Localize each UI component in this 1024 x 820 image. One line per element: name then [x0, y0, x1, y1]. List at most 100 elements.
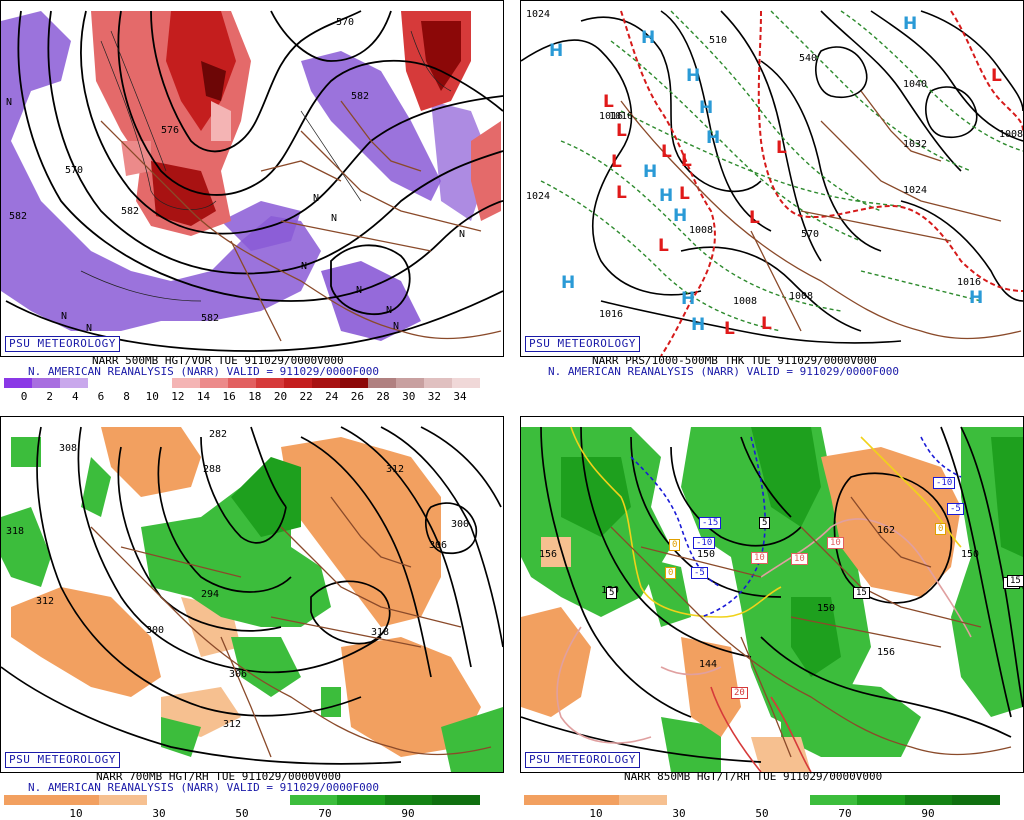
colorbar-tick-label: 70 — [838, 807, 852, 820]
contour-label: 308 — [59, 443, 77, 454]
colorbar-tick-label: 20 — [273, 390, 288, 403]
colorbar-tick-label: 50 — [755, 807, 769, 820]
colorbar-tick-label: 14 — [196, 390, 211, 403]
colorbar-swatch — [424, 378, 452, 388]
map-850mb-temp-rh: 156 150 162 150 156 144 150 144 150 -15-… — [520, 416, 1024, 773]
colorbar-tick-label: 22 — [299, 390, 313, 403]
colorbar-swatch — [432, 795, 480, 805]
isobar-label: 1032 — [903, 139, 927, 150]
colorbar-tick-label: 32 — [427, 390, 441, 403]
colorbar-tick-label: 90 — [401, 807, 415, 820]
colorbar-tick-label: 18 — [248, 390, 262, 403]
high-pressure-symbol: H — [706, 128, 720, 148]
isotherm-label: 10 — [791, 553, 808, 565]
colorbar-tick-label: 24 — [325, 390, 339, 403]
colorbar-tick-label: 90 — [921, 807, 935, 820]
panel-title: NARR 850MB HGT/T/RH TUE 911029/0000V000 — [624, 770, 883, 783]
colorbar-swatch — [524, 795, 572, 805]
colorbar-swatch — [32, 378, 60, 388]
contour-label: 300 — [146, 625, 164, 636]
low-pressure-symbol: L — [616, 121, 627, 141]
colorbar-tick-label: 12 — [171, 390, 185, 403]
low-pressure-symbol: L — [661, 142, 672, 162]
colorbar-swatch — [952, 795, 1000, 805]
map-pressure-thickness: H H H H H H H H H H H H H L L L L L L L — [520, 0, 1024, 357]
isobar-label: 1008 — [789, 291, 813, 302]
high-pressure-symbol: H — [561, 273, 575, 293]
contour-label: 312 — [36, 596, 54, 607]
low-pressure-symbol: L — [749, 208, 760, 228]
low-pressure-symbol: L — [724, 319, 735, 339]
colorbar-swatch — [857, 795, 905, 805]
isotherm-label: -5 — [691, 567, 708, 579]
panel-title: NARR PRS/1000-500MB THK TUE 911029/0000V… — [592, 354, 877, 367]
panel-subtitle: N. AMERICAN REANALYSIS (NARR) VALID = 91… — [28, 781, 379, 794]
contour-label: 306 — [229, 669, 247, 680]
rh-colorbar — [524, 795, 1000, 805]
high-pressure-symbol: H — [641, 28, 655, 48]
colorbar-swatch — [4, 378, 32, 388]
colorbar-tick-label: 10 — [69, 807, 83, 820]
high-pressure-symbol: H — [699, 98, 713, 118]
colorbar-tick-label: 0 — [20, 390, 28, 403]
isotherm-label: 5 — [606, 587, 618, 599]
colorbar-swatch — [571, 795, 620, 805]
vorticity-min-label: N — [459, 229, 465, 240]
contour-label: 570 — [336, 17, 354, 28]
colorbar-swatch — [619, 795, 667, 805]
high-pressure-symbol: H — [659, 186, 673, 206]
isobar-label: 1008 — [999, 129, 1023, 140]
colorbar-tick-label: 34 — [453, 390, 467, 403]
panel-500mb-vorticity: 570 582 582 582 576 582 570 N N N N N N … — [0, 0, 504, 404]
psu-meteorology-badge: PSU METEOROLOGY — [5, 752, 120, 768]
rh-colorbar-ticks: 10 30 50 70 90 — [524, 807, 1000, 820]
colorbar-tick-label: 70 — [318, 807, 332, 820]
colorbar-swatch — [88, 378, 116, 388]
low-pressure-symbol: L — [776, 138, 787, 158]
isotherm-label: -15 — [699, 517, 722, 529]
contour-label: 294 — [201, 589, 219, 600]
contour-label: 144 — [699, 659, 717, 670]
isotherm-label: 15 — [1007, 575, 1023, 587]
colorbar-swatch — [337, 795, 385, 805]
vorticity-min-label: N — [86, 323, 92, 334]
colorbar-swatch — [241, 795, 290, 805]
vorticity-min-label: N — [313, 193, 319, 204]
isotherm-label: 10 — [751, 552, 768, 564]
thickness-label: 570 — [801, 229, 819, 240]
isobar-label: 1016 — [609, 111, 633, 122]
isobar-label: 1016 — [957, 277, 981, 288]
isobar-label: 1040 — [903, 79, 927, 90]
colorbar-tick-label: 50 — [235, 807, 249, 820]
high-pressure-symbol: H — [681, 289, 695, 309]
colorbar-tick-label: 16 — [222, 390, 236, 403]
contour-label: 582 — [121, 206, 139, 217]
colorbar-swatch — [146, 795, 195, 805]
panel-pressure-thickness: H H H H H H H H H H H H H L L L L L L L — [520, 0, 1024, 404]
contour-label: 306 — [429, 540, 447, 551]
psu-meteorology-badge: PSU METEOROLOGY — [525, 336, 640, 352]
colorbar-swatch — [256, 378, 284, 388]
vorticity-colorbar-ticks: 0 2 4 6 8 10 12 14 16 18 20 22 24 26 28 30 32 34 — [4, 390, 480, 403]
isobar-label: 1024 — [526, 9, 550, 20]
low-pressure-symbol: L — [603, 92, 614, 112]
colorbar-tick-label: 10 — [145, 390, 159, 403]
isobar-label: 1016 — [599, 111, 623, 122]
contour-label: 282 — [209, 429, 227, 440]
isotherm-label: 0 — [665, 567, 677, 579]
high-pressure-symbol: H — [643, 162, 657, 182]
colorbar-tick-label: 6 — [97, 390, 105, 403]
rh-colorbar-ticks: 10 30 50 70 90 — [4, 807, 480, 820]
colorbar-swatch — [4, 795, 52, 805]
low-pressure-symbol: L — [991, 66, 1002, 86]
map-700mb-rh: 308 288 312 318 312 300 306 300 294 306 … — [0, 416, 504, 773]
contour-label: 582 — [9, 211, 27, 222]
rh-colorbar — [4, 795, 480, 805]
panel-700mb-rh: 308 288 312 318 312 300 306 300 294 306 … — [0, 416, 504, 820]
contour-label: 156 — [539, 549, 557, 560]
colorbar-swatch — [452, 378, 480, 388]
high-pressure-symbol: H — [673, 206, 687, 226]
colorbar-swatch — [384, 795, 433, 805]
colorbar-swatch — [284, 378, 312, 388]
isotherm-label: 20 — [731, 687, 748, 699]
